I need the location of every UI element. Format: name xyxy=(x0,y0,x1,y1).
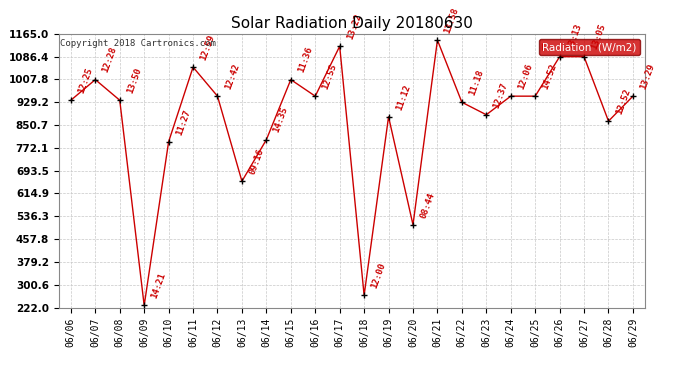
Text: 12:28: 12:28 xyxy=(101,46,119,74)
Text: 13:05: 13:05 xyxy=(590,23,607,51)
Text: 12:42: 12:42 xyxy=(223,62,241,91)
Text: 11:18: 11:18 xyxy=(467,68,485,97)
Text: 14:52: 14:52 xyxy=(541,62,558,91)
Text: 12:52: 12:52 xyxy=(614,87,632,116)
Text: 13:29: 13:29 xyxy=(638,62,656,91)
Text: 11:36: 11:36 xyxy=(297,46,314,74)
Text: 12:06: 12:06 xyxy=(516,62,534,91)
Text: 13:22: 13:22 xyxy=(345,12,363,40)
Text: Copyright 2018 Cartronics.com: Copyright 2018 Cartronics.com xyxy=(60,39,216,48)
Text: 11:27: 11:27 xyxy=(174,108,192,136)
Text: 13:58: 13:58 xyxy=(443,6,461,34)
Text: 12:37: 12:37 xyxy=(492,81,509,109)
Text: 11:12: 11:12 xyxy=(394,83,412,111)
Text: 13:50: 13:50 xyxy=(126,66,143,94)
Text: 12:00: 12:00 xyxy=(370,261,387,290)
Text: 14:21: 14:21 xyxy=(150,272,168,300)
Text: 08:44: 08:44 xyxy=(419,191,436,219)
Legend: Radiation  (W/m2): Radiation (W/m2) xyxy=(540,39,640,55)
Text: 12:59: 12:59 xyxy=(199,33,216,62)
Title: Solar Radiation Daily 20180630: Solar Radiation Daily 20180630 xyxy=(231,16,473,31)
Text: 13:13: 13:13 xyxy=(565,23,583,51)
Text: 14:35: 14:35 xyxy=(272,106,290,134)
Text: 12:55: 12:55 xyxy=(321,62,339,91)
Text: 12:25: 12:25 xyxy=(77,66,94,94)
Text: 09:16: 09:16 xyxy=(248,147,265,176)
